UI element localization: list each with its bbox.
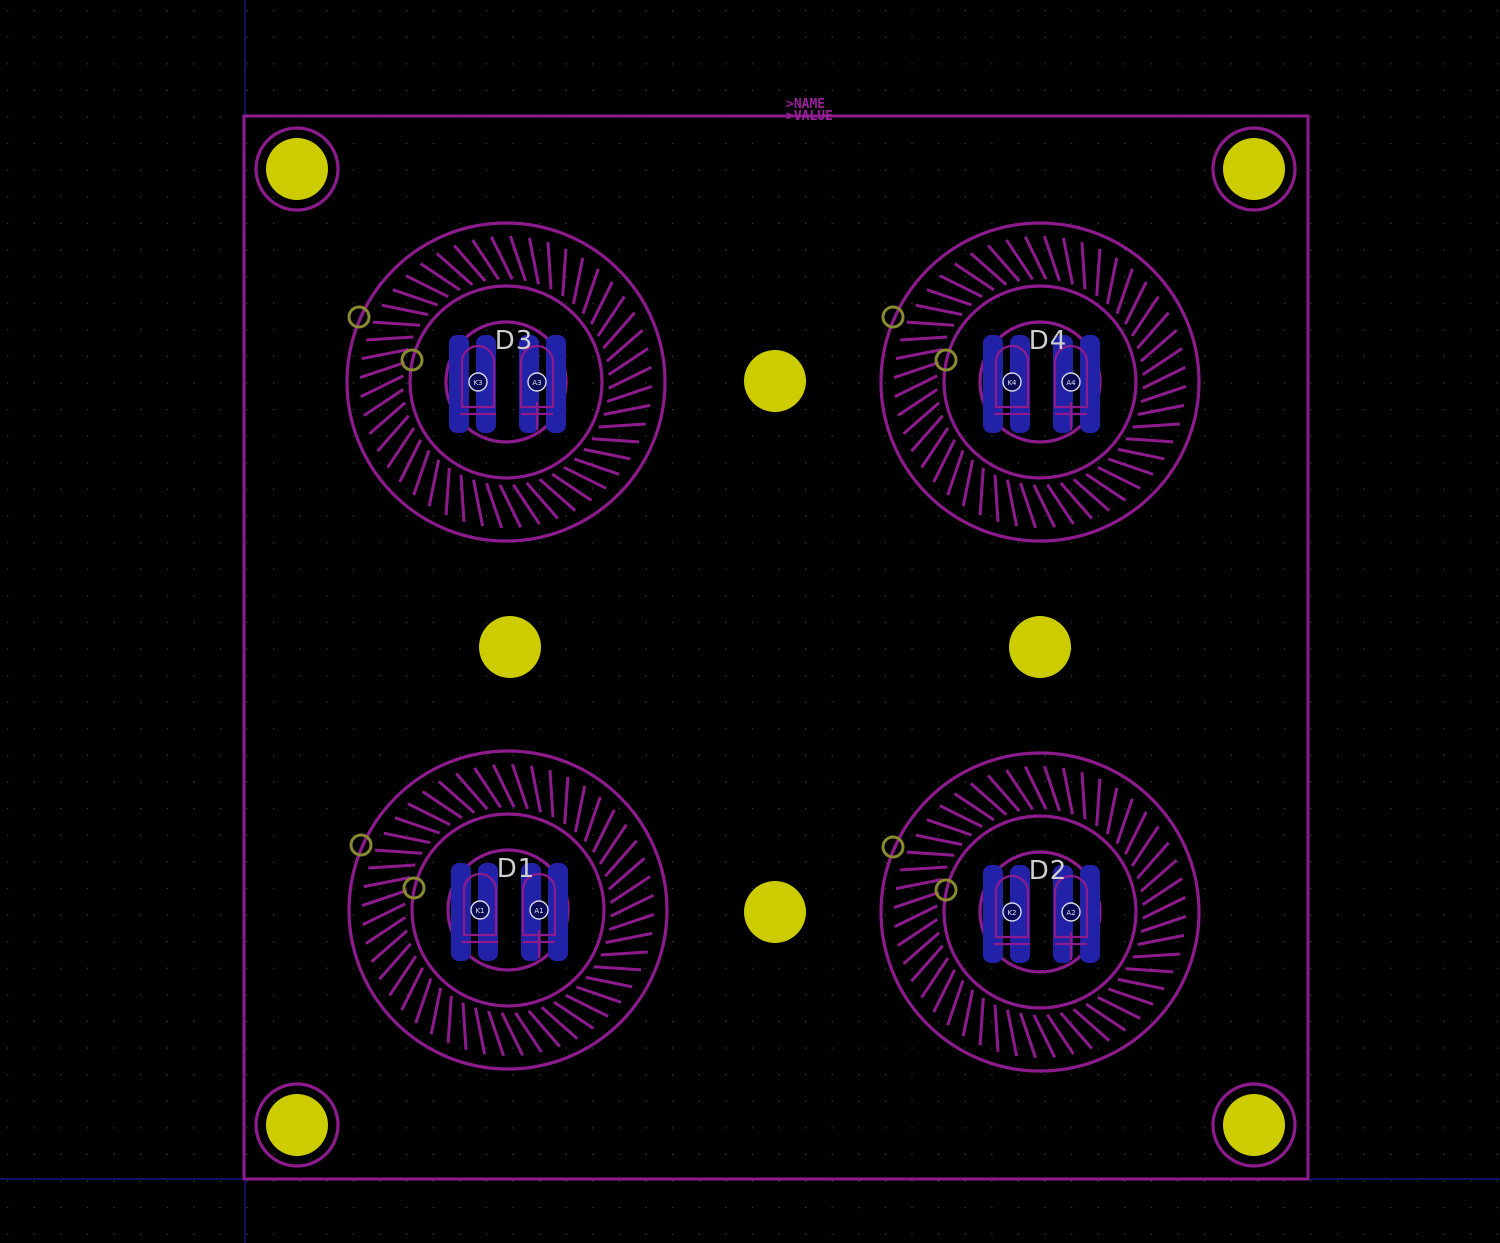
kathode-outline [460,344,496,409]
pad-label-anode: A3 [532,379,541,387]
pad-label-kathode: K4 [1007,379,1017,387]
led-footprint-d2[interactable]: K2 A2 D2 [879,751,1201,1073]
outer-ring [879,221,1201,543]
via-outer[interactable] [347,305,371,329]
via-outer[interactable] [881,835,905,859]
via-inner[interactable] [400,348,424,372]
copper-pad-right [1080,865,1100,963]
pad-label-kathode: K3 [473,379,482,387]
outer-ring [347,749,669,1071]
anode-outline [521,872,557,937]
grid-dots [7,10,1498,1235]
pad-label-anode: A1 [534,907,543,915]
pad-ring-icon [1061,372,1081,392]
pad-label-kathode: K2 [1007,909,1016,917]
pad-ring-icon [1002,372,1022,392]
inner-hole-left[interactable] [479,616,541,678]
pad-kathode[interactable]: K4 [1002,372,1022,392]
via-outer[interactable] [349,833,373,857]
pad-ring-icon [529,900,549,920]
anode-outline [1053,344,1089,409]
mounting-hole-bottom-right[interactable] [1211,1082,1297,1168]
outer-ring [345,221,667,543]
anode-outline [1053,874,1089,939]
kathode-outline [994,344,1030,409]
copper-pad-right [548,863,568,961]
inner-ring [408,284,604,480]
pad-label-kathode: K1 [475,907,484,915]
anode-lead [1055,932,1087,960]
led-footprint-d4[interactable]: K4 A4 D4 [879,221,1201,543]
grid-dot-pattern [7,10,1498,1235]
inner-ring [942,814,1138,1010]
pad-anode[interactable]: A2 [1061,902,1081,922]
heatsink-fins [359,235,653,529]
kathode-outline [994,874,1030,939]
led-reference-label: D2 [1029,856,1068,886]
copper-pad-left [449,335,469,433]
mounting-hole-bottom-left[interactable] [254,1082,340,1168]
heatsink-fins [361,763,655,1057]
led-reference-label: D4 [1029,326,1068,356]
mounting-hole-top-left[interactable] [254,126,340,212]
pad-anode[interactable]: A1 [529,900,549,920]
heatsink-fins [893,235,1187,529]
pad-label-anode: A2 [1066,909,1075,917]
pad-label-anode: A4 [1066,379,1076,387]
outer-ring [879,751,1201,1073]
board-name-label: >NAME [786,97,825,112]
led-footprint-d3[interactable]: K3 A3 D3 [345,221,667,543]
inner-ring [410,812,606,1008]
board-outline[interactable] [242,114,1310,1181]
copper-pad-left [983,865,1003,963]
via-inner[interactable] [934,878,958,902]
pad-ring-icon [470,900,490,920]
copper-pad-left [451,863,471,961]
anode-lead [523,930,555,958]
led-reference-label: D1 [497,854,536,884]
pad-kathode[interactable]: K1 [470,900,490,920]
led-footprint-d1[interactable]: K1 A1 D1 [347,749,669,1071]
pad-anode[interactable]: A3 [527,372,547,392]
inner-hole-right[interactable] [1009,616,1071,678]
pad-kathode[interactable]: K3 [468,372,488,392]
inner-hole-bottom[interactable] [744,881,806,943]
inner-ring [942,284,1138,480]
pad-ring-icon [1061,902,1081,922]
pad-anode[interactable]: A4 [1061,372,1081,392]
via-inner[interactable] [934,348,958,372]
pad-ring-icon [527,372,547,392]
via-outer[interactable] [881,305,905,329]
pad-kathode[interactable]: K2 [1002,902,1022,922]
pad-ring-icon [468,372,488,392]
board-value-label: >VALUE [786,109,833,124]
heatsink-fins [893,765,1187,1059]
copper-pad-right [546,335,566,433]
mounting-hole-top-right[interactable] [1211,126,1297,212]
copper-pad-right [1080,335,1100,433]
inner-hole-top[interactable] [744,350,806,412]
anode-lead [1055,402,1087,430]
anode-lead [521,402,553,430]
kathode-outline [462,872,498,937]
via-inner[interactable] [402,876,426,900]
pad-ring-icon [1002,902,1022,922]
led-reference-label: D3 [495,326,534,356]
copper-pad-left [983,335,1003,433]
anode-outline [519,344,555,409]
